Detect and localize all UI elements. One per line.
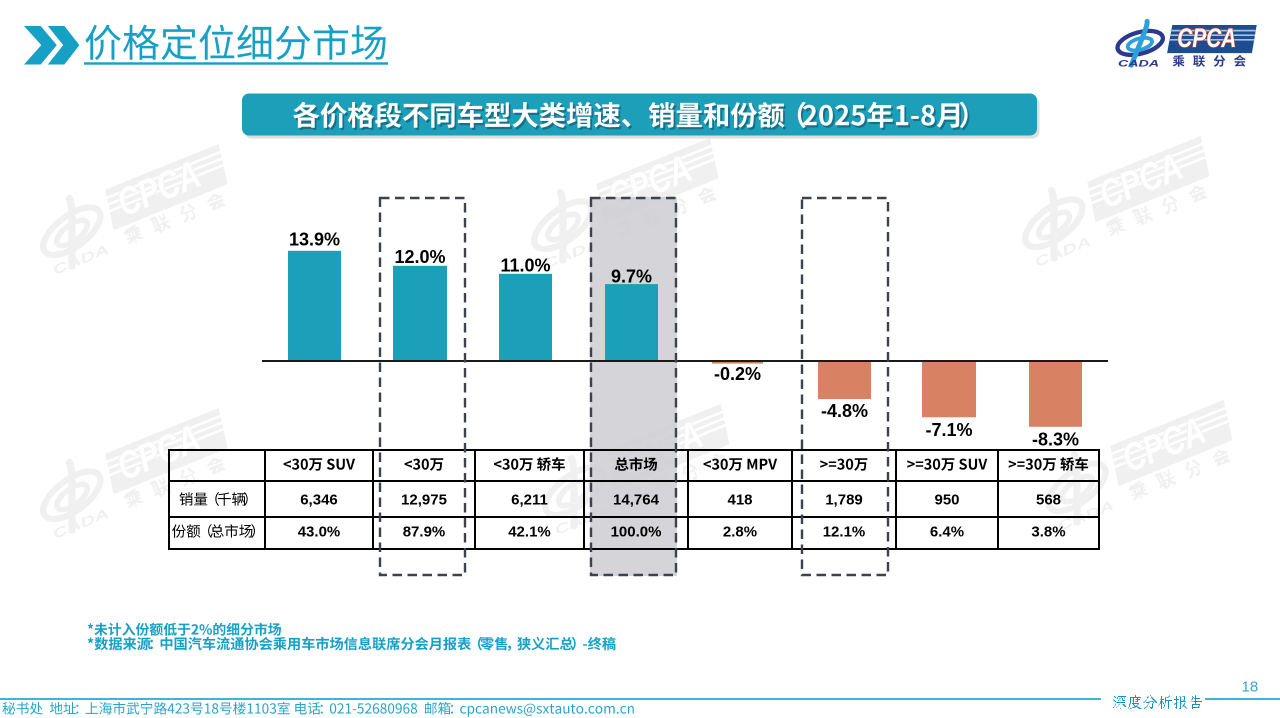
svg-text:14,764: 14,764: [613, 492, 660, 509]
svg-text:13.9%: 13.9%: [289, 230, 340, 250]
svg-text:-7.1%: -7.1%: [925, 420, 972, 440]
svg-text:568: 568: [1036, 492, 1061, 509]
svg-text:12,975: 12,975: [401, 492, 447, 509]
svg-text:12.1%: 12.1%: [823, 524, 866, 541]
svg-text:-0.2%: -0.2%: [714, 364, 761, 384]
svg-text:950: 950: [934, 492, 959, 509]
svg-text:3.8%: 3.8%: [1031, 524, 1065, 541]
svg-text:18: 18: [1242, 679, 1259, 696]
svg-text:42.1%: 42.1%: [508, 524, 551, 541]
svg-text:100.0%: 100.0%: [611, 524, 662, 541]
svg-text:6.4%: 6.4%: [930, 524, 964, 541]
svg-text:-4.8%: -4.8%: [821, 401, 868, 421]
svg-text:6,346: 6,346: [300, 492, 338, 509]
svg-text:9.7%: 9.7%: [611, 266, 652, 286]
svg-text:1,789: 1,789: [825, 492, 863, 509]
svg-text:12.0%: 12.0%: [394, 247, 445, 267]
svg-text:43.0%: 43.0%: [298, 524, 341, 541]
svg-text:6,211: 6,211: [511, 492, 548, 509]
svg-text:2.8%: 2.8%: [723, 524, 757, 541]
svg-text:418: 418: [727, 492, 752, 509]
svg-text:11.0%: 11.0%: [500, 255, 550, 275]
svg-text:87.9%: 87.9%: [403, 524, 446, 541]
svg-text:-8.3%: -8.3%: [1032, 430, 1079, 450]
